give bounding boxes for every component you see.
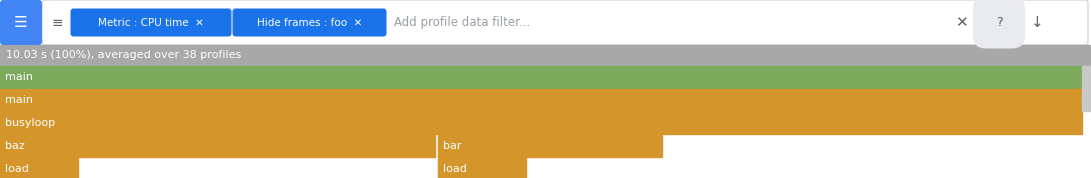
Text: bar: bar xyxy=(443,141,461,151)
Bar xyxy=(0,112,1082,134)
Text: load: load xyxy=(5,164,28,174)
Text: ?: ? xyxy=(996,16,1003,29)
Text: ✕: ✕ xyxy=(955,15,968,30)
Text: Hide frames : foo  ✕: Hide frames : foo ✕ xyxy=(256,17,362,27)
FancyBboxPatch shape xyxy=(973,0,1026,48)
Bar xyxy=(1082,89,1091,111)
Bar xyxy=(439,158,526,178)
Text: Metric : CPU time  ✕: Metric : CPU time ✕ xyxy=(98,17,204,27)
Bar xyxy=(0,66,1082,88)
Bar xyxy=(0,135,435,157)
Text: baz: baz xyxy=(5,141,25,151)
Bar xyxy=(1082,66,1091,88)
Bar xyxy=(439,135,662,157)
FancyBboxPatch shape xyxy=(41,0,1088,45)
FancyBboxPatch shape xyxy=(71,9,231,36)
Text: ↓: ↓ xyxy=(1031,15,1043,30)
Text: ≡: ≡ xyxy=(51,15,63,30)
Text: main: main xyxy=(5,72,33,82)
Text: main: main xyxy=(5,95,33,105)
Bar xyxy=(0,45,1091,65)
Text: 10.03 s (100%), averaged over 38 profiles: 10.03 s (100%), averaged over 38 profile… xyxy=(5,50,241,60)
FancyBboxPatch shape xyxy=(0,0,41,45)
Bar xyxy=(0,89,1082,111)
Text: Add profile data filter...: Add profile data filter... xyxy=(394,16,530,29)
Bar xyxy=(0,0,1091,45)
FancyBboxPatch shape xyxy=(232,9,386,36)
Bar xyxy=(0,158,77,178)
Text: ☰: ☰ xyxy=(14,15,27,30)
Text: load: load xyxy=(443,164,467,174)
Text: busyloop: busyloop xyxy=(5,118,56,128)
